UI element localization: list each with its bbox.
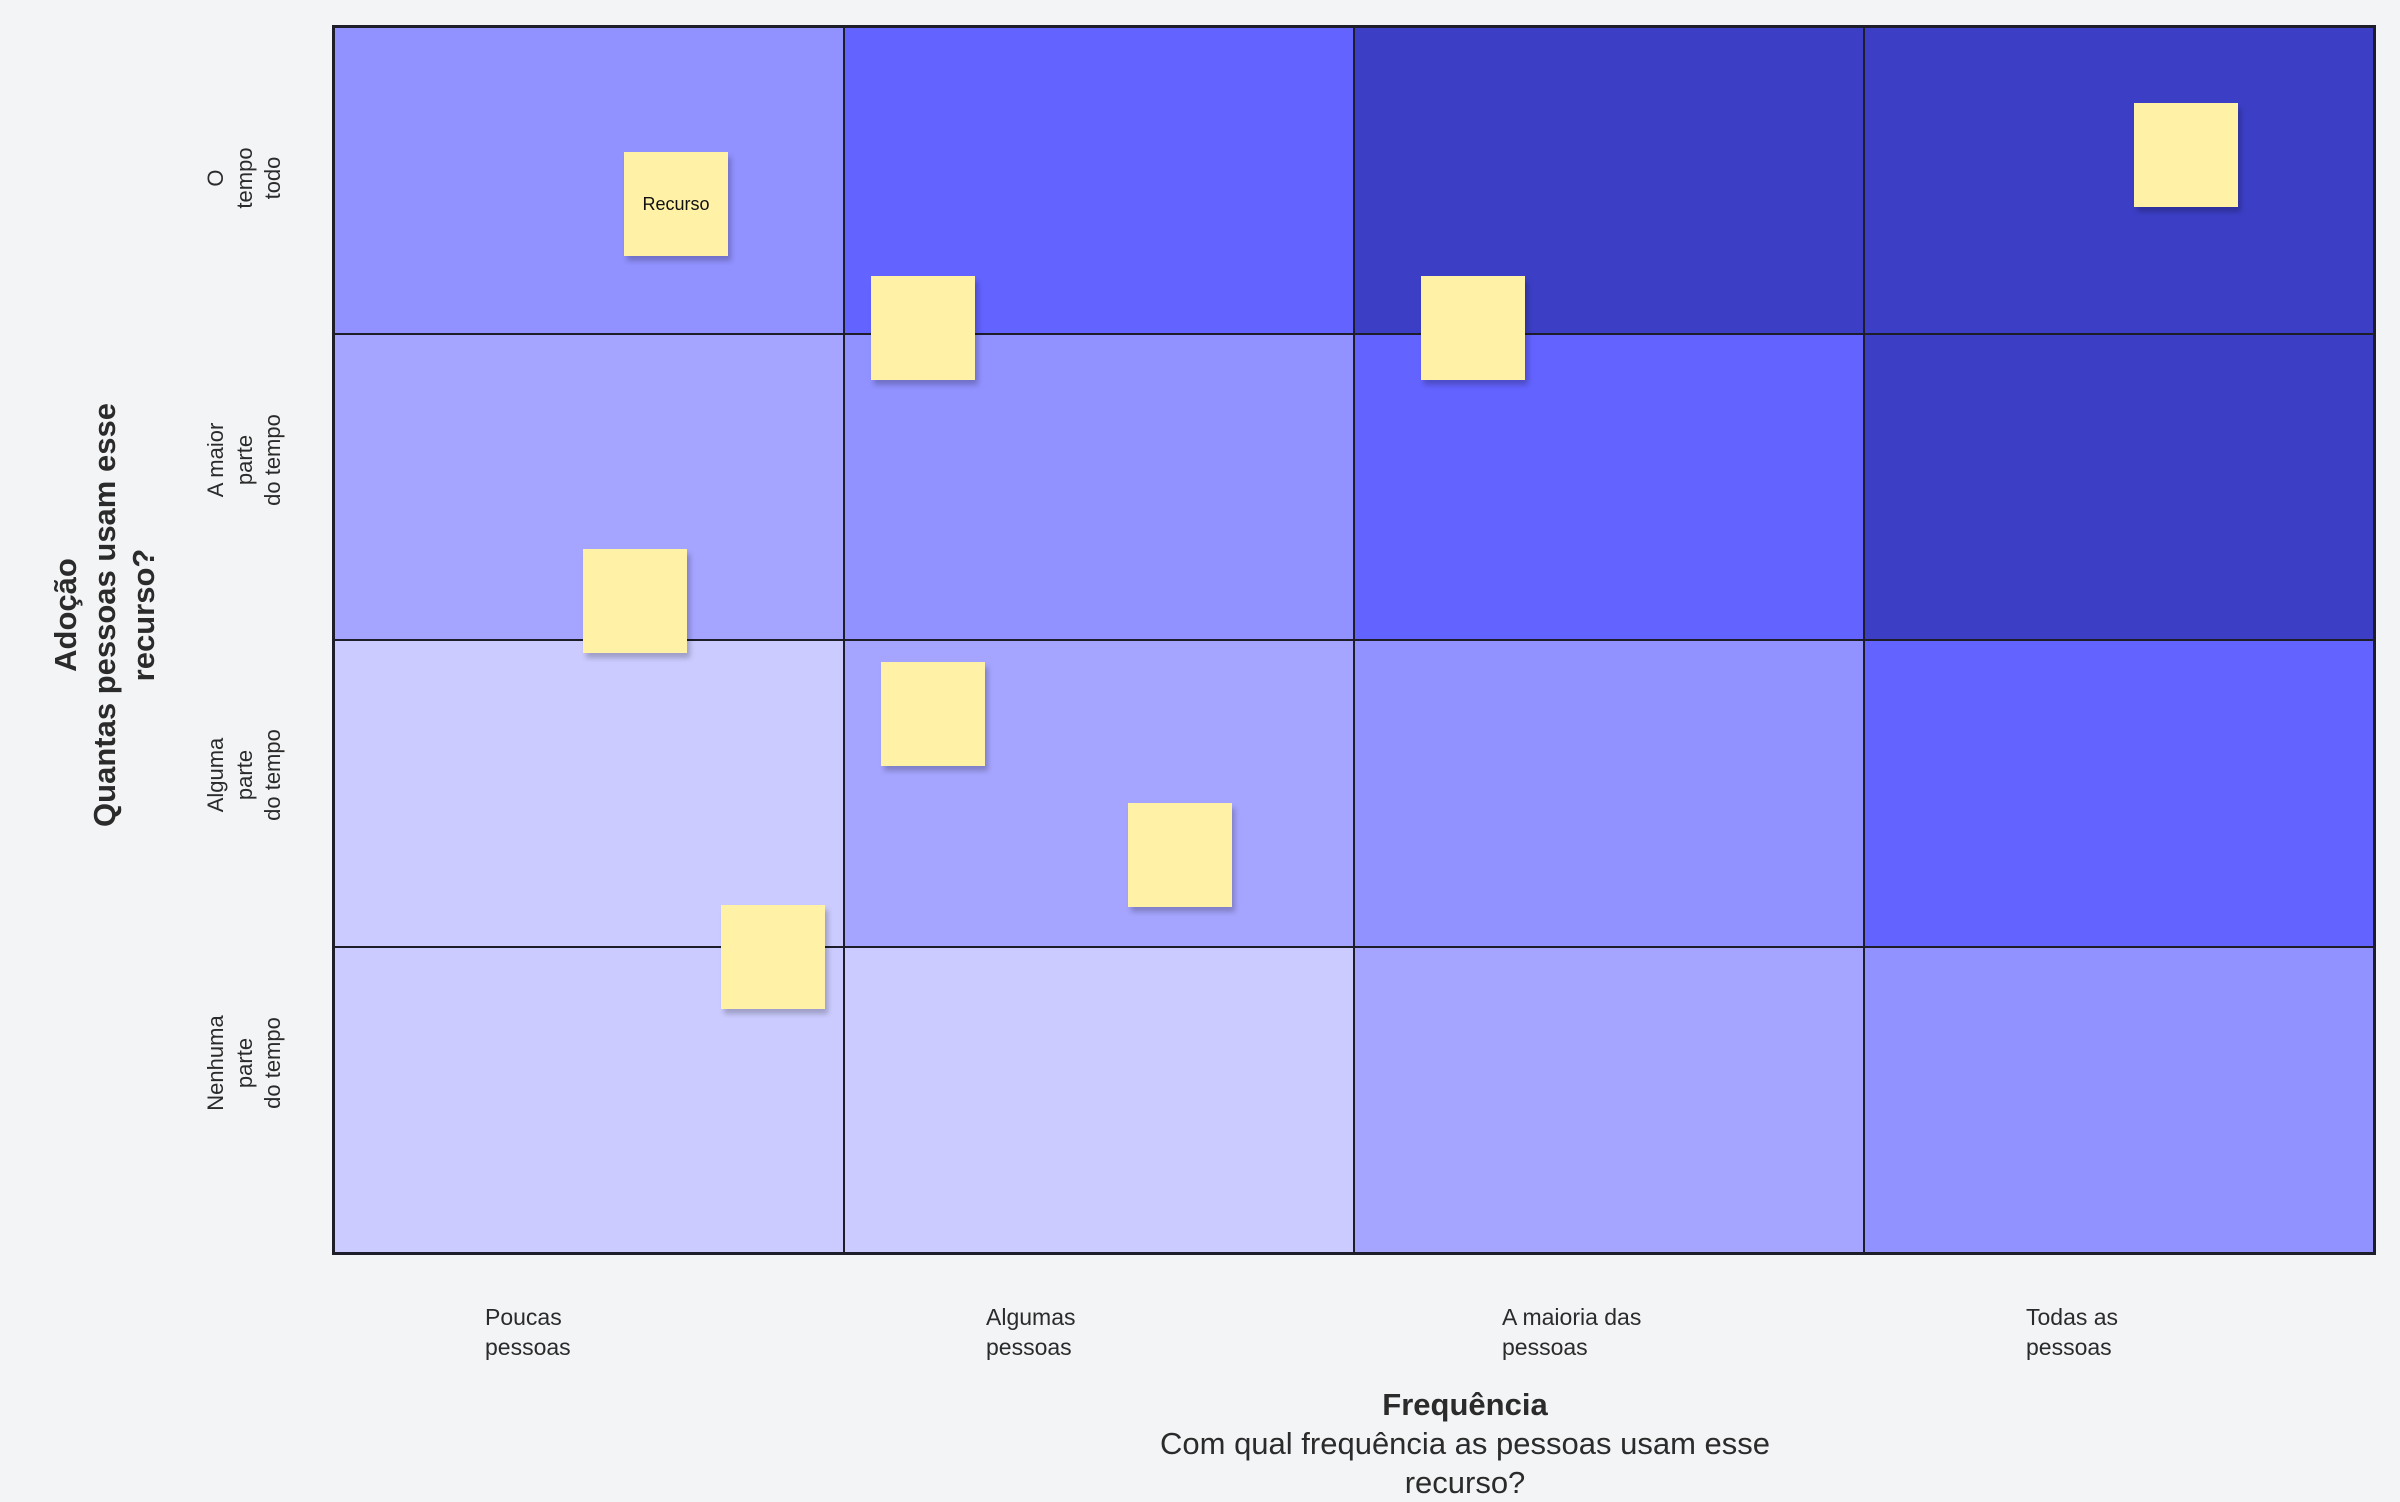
matrix-cell [1864,334,2374,641]
y-axis-title: Adoção Quantas pessoas usam esse recurso… [47,265,163,965]
column-label-line: Algumas [986,1303,1075,1333]
row-label-line: A maior [202,310,231,610]
row-label-line: parte [231,913,260,1213]
row-label-line: parte [231,310,260,610]
sticky-note[interactable] [583,549,687,653]
column-label-algumas-pessoas: Algumas pessoas [986,1303,1075,1363]
column-label-line: Poucas [485,1303,571,1333]
column-label-line: A maioria das [1502,1303,1641,1333]
matrix-cell [1864,27,2374,334]
row-label-alguma-parte: Alguma parte do tempo [202,625,288,925]
sticky-note[interactable] [881,662,985,766]
row-label-nenhuma-parte: Nenhuma parte do tempo [202,913,288,1213]
row-label-o-tempo-todo: O tempo todo [202,28,288,328]
sticky-note[interactable] [721,905,825,1009]
row-label-line: Nenhuma [202,913,231,1213]
row-label-line: do tempo [259,310,288,610]
sticky-note[interactable] [1421,276,1525,380]
sticky-note-label: Recurso [642,194,709,215]
matrix-cell [334,640,844,947]
row-label-line: parte [231,625,260,925]
column-label-a-maioria: A maioria das pessoas [1502,1303,1641,1363]
x-axis-subtitle-line-2: recurso? [1085,1464,1845,1502]
column-label-poucas-pessoas: Poucas pessoas [485,1303,571,1363]
matrix-cell [1864,640,2374,947]
matrix-cell [334,27,844,334]
sticky-note[interactable] [1128,803,1232,907]
matrix-cell [1354,947,1864,1254]
column-label-line: Todas as [2026,1303,2118,1333]
column-label-line: pessoas [1502,1333,1641,1363]
row-label-line: todo [259,28,288,328]
row-label-line: tempo [231,28,260,328]
x-axis-title: Frequência Com qual frequência as pessoa… [1085,1386,1845,1502]
column-label-line: pessoas [986,1333,1075,1363]
column-label-todas-as-pessoas: Todas as pessoas [2026,1303,2118,1363]
row-label-line: do tempo [259,913,288,1213]
y-axis-title-main: Adoção [47,265,86,965]
column-label-line: pessoas [485,1333,571,1363]
x-axis-title-main: Frequência [1085,1386,1845,1425]
matrix-cell [844,947,1354,1254]
sticky-note[interactable] [871,276,975,380]
x-axis-subtitle-line-1: Com qual frequência as pessoas usam esse [1085,1425,1845,1464]
column-label-line: pessoas [2026,1333,2118,1363]
y-axis-subtitle-line-2: recurso? [124,265,163,965]
row-label-line: Alguma [202,625,231,925]
sticky-note[interactable]: Recurso [624,152,728,256]
row-label-line: O [202,28,231,328]
matrix-cell [1864,947,2374,1254]
row-label-a-maior-parte: A maior parte do tempo [202,310,288,610]
row-label-line: do tempo [259,625,288,925]
y-axis-subtitle-line-1: Quantas pessoas usam esse [86,265,125,965]
sticky-note[interactable] [2134,103,2238,207]
matrix-cell [1354,640,1864,947]
